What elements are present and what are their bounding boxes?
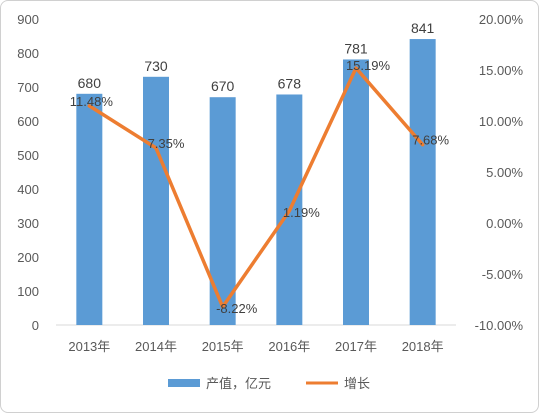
right-tick-label: 0.00% — [486, 216, 523, 231]
x-axis: 2013年 2014年 2015年 2016年 2017年 2018年 — [68, 339, 443, 354]
legend-bar-swatch — [168, 379, 200, 387]
left-tick-label: 900 — [17, 12, 39, 27]
x-tick-label: 2018年 — [402, 339, 444, 354]
line-data-labels: 11.48% 7.35% -8.22% 1.19% 15.19% 7.68% — [70, 58, 450, 316]
growth-line — [87, 66, 425, 309]
x-tick-label: 2015年 — [202, 339, 244, 354]
bar — [76, 93, 103, 325]
left-tick-label: 100 — [17, 284, 39, 299]
line-point — [421, 143, 425, 147]
line-data-label: 1.19% — [283, 205, 320, 220]
line-data-label: 15.19% — [346, 58, 391, 73]
bar-data-label: 730 — [144, 58, 168, 74]
legend: 产值，亿元 增长 — [168, 376, 370, 391]
line-point — [154, 146, 158, 150]
line-data-label: 11.48% — [70, 94, 114, 109]
bar-data-label: 841 — [411, 20, 435, 36]
line-data-label: 7.68% — [412, 133, 449, 148]
right-tick-label: 5.00% — [486, 165, 523, 180]
bar-series — [76, 39, 436, 326]
left-tick-label: 800 — [17, 46, 39, 61]
left-tick-label: 500 — [17, 148, 39, 163]
legend-line-label: 增长 — [344, 376, 370, 391]
bar-data-label: 670 — [211, 78, 235, 94]
line-data-label: -8.22% — [216, 301, 258, 316]
line-point — [221, 305, 225, 309]
left-tick-label: 300 — [17, 216, 39, 231]
x-tick-label: 2016年 — [268, 339, 310, 354]
x-tick-label: 2017年 — [335, 339, 377, 354]
left-tick-label: 700 — [17, 80, 39, 95]
right-tick-label: 10.00% — [479, 114, 524, 129]
bar-data-label: 678 — [278, 75, 302, 91]
bar-data-label: 781 — [344, 40, 368, 56]
x-tick-label: 2014年 — [135, 339, 177, 354]
right-tick-label: 20.00% — [479, 12, 524, 27]
bar — [143, 76, 169, 325]
left-tick-label: 600 — [17, 114, 39, 129]
line-point — [87, 104, 91, 108]
bar — [409, 39, 436, 326]
line-series — [87, 66, 425, 309]
left-axis: 0 100 200 300 400 500 600 700 800 900 — [17, 12, 39, 333]
left-tick-label: 0 — [32, 318, 39, 333]
left-tick-label: 200 — [17, 250, 39, 265]
line-point — [354, 66, 358, 70]
right-axis: -10.00% -5.00% 0.00% 5.00% 10.00% 15.00% 20.00… — [475, 12, 524, 333]
right-tick-label: -5.00% — [482, 267, 524, 282]
bar-data-label: 680 — [78, 75, 102, 91]
x-tick-label: 2013年 — [68, 339, 110, 354]
bar — [343, 59, 369, 326]
right-tick-label: -10.00% — [475, 318, 524, 333]
left-tick-label: 400 — [17, 182, 39, 197]
line-point — [287, 209, 291, 213]
bar-data-labels: 680 730 670 678 781 841 — [78, 20, 435, 94]
line-data-label: 7.35% — [148, 136, 185, 151]
legend-bar-label: 产值，亿元 — [206, 376, 271, 391]
right-tick-label: 15.00% — [479, 63, 524, 78]
